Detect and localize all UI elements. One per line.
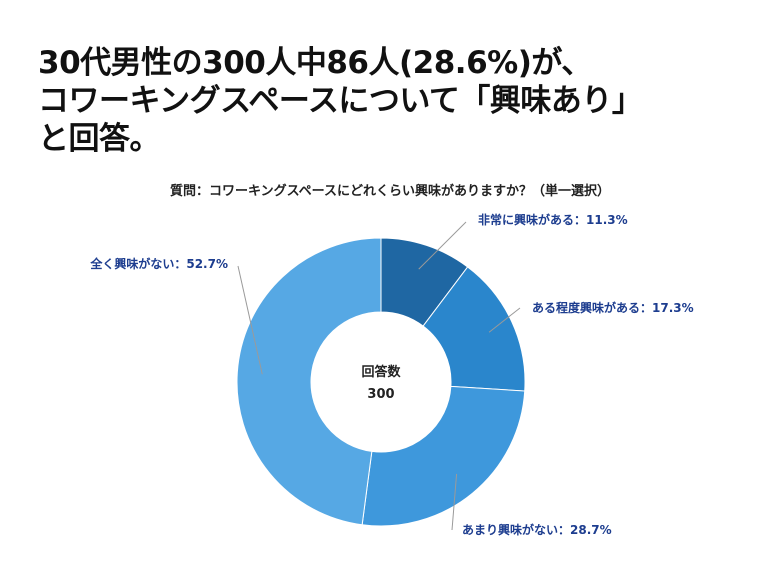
headline: 30代男性の300人中86人(28.6%)が、 コワーキングスペースについて「興… (38, 44, 778, 158)
donut-slice (361, 385, 526, 527)
chart-title: 質問：コワーキングスペースにどれくらい興味がありますか？（単一選択） (169, 184, 611, 199)
slice-label: ある程度興味がある：17.3% (532, 300, 694, 315)
headline-line-1: 30代男性の300人中86人(28.6%)が、 (38, 45, 592, 81)
donut-slice (422, 266, 526, 392)
leader-line (488, 307, 521, 333)
center-label: 回答数 (361, 364, 401, 380)
center-value: 300 (367, 387, 394, 402)
leader-line (237, 265, 263, 375)
headline-line-2: コワーキングスペースについて「興味あり」 (38, 83, 643, 119)
slice-label: あまり興味がない：28.7% (462, 522, 612, 537)
donut-slice (236, 237, 382, 526)
leader-line (451, 473, 458, 531)
slice-label: 全く興味がない：52.7% (89, 256, 228, 271)
headline-line-3: と回答。 (38, 121, 161, 157)
slice-label: 非常に興味がある：11.3% (478, 212, 628, 227)
leader-line (418, 221, 467, 270)
